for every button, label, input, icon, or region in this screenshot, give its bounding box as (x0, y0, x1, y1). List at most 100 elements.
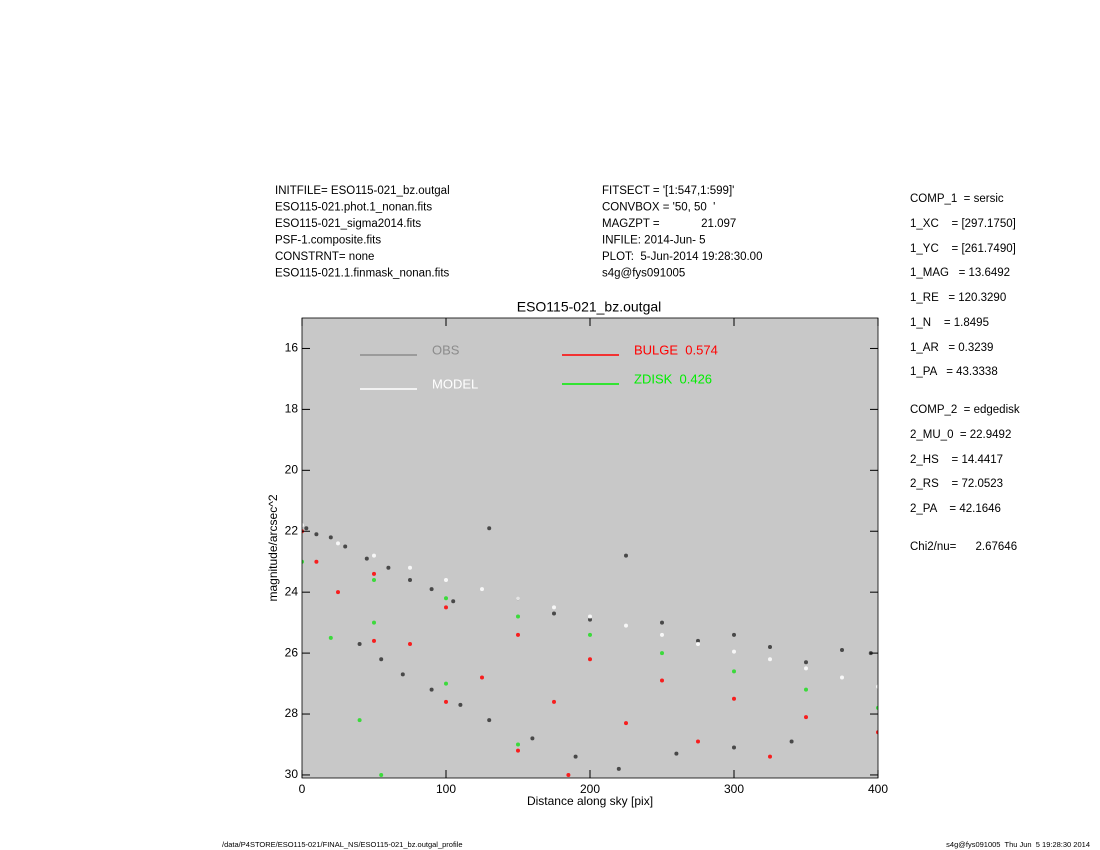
y-tick-label: 16 (285, 341, 299, 355)
y-tick-label: 26 (285, 645, 299, 659)
data-point (624, 553, 628, 558)
info-text: MAGZPT = 21.097 (602, 218, 736, 230)
data-point (314, 532, 319, 537)
info-text: INFILE: 2014-Jun- 5 (602, 235, 706, 247)
fit-parameter: 1_RE = 120.3290 (910, 292, 1006, 304)
data-point (732, 632, 736, 637)
data-point (588, 657, 592, 662)
data-point (768, 657, 772, 662)
data-point (304, 526, 309, 531)
info-text: INITFILE= ESO115-021_bz.outgal (275, 185, 450, 197)
data-point (379, 657, 384, 662)
data-point (343, 544, 348, 549)
data-point (336, 541, 340, 546)
data-point (840, 675, 844, 680)
data-point (386, 565, 391, 570)
data-point (516, 742, 520, 747)
data-point (804, 687, 808, 692)
data-point (768, 754, 772, 759)
data-point (696, 641, 700, 646)
legend-label: OBS (432, 342, 460, 357)
data-point (804, 715, 808, 720)
info-text: ESO115-021.phot.1_nonan.fits (275, 202, 432, 214)
data-point (314, 559, 319, 564)
fit-parameter: 1_YC = [261.7490] (910, 243, 1016, 255)
info-text: s4g@fys091005 (602, 268, 685, 280)
data-point (379, 772, 384, 777)
data-point (372, 620, 376, 625)
fit-parameter: 2_HS = 14.4417 (910, 454, 1003, 466)
data-point (408, 565, 412, 570)
info-text: ESO115-021_sigma2014.fits (275, 218, 421, 230)
data-point (660, 632, 664, 637)
data-point (372, 553, 376, 558)
fit-parameter: 1_XC = [297.1750] (910, 218, 1016, 230)
data-point (876, 730, 878, 735)
data-point (530, 736, 535, 741)
y-tick-label: 22 (285, 523, 299, 537)
legend-label: BULGE 0.574 (634, 342, 718, 357)
data-point (400, 672, 405, 677)
data-point (336, 590, 340, 595)
data-point (588, 617, 592, 622)
info-text: CONSTRNT= none (275, 251, 374, 263)
data-point (408, 641, 412, 646)
data-point (516, 596, 520, 601)
fit-parameter: 1_AR = 0.3239 (910, 342, 993, 354)
footer-right: s4g@fys091005 Thu Jun 5 19:28:30 2014 (946, 840, 1090, 849)
data-point (696, 638, 700, 643)
info-text: ESO115-021.1.finmask_nonan.fits (275, 268, 450, 280)
data-point (480, 587, 484, 592)
y-tick-label: 24 (285, 584, 299, 598)
data-point (328, 535, 333, 540)
data-point (789, 739, 794, 744)
data-point (516, 748, 520, 753)
data-point (876, 705, 878, 710)
data-point (674, 751, 679, 756)
fit-parameter: 2_MU_0 = 22.9492 (910, 429, 1011, 441)
data-point (804, 660, 808, 665)
data-point (732, 745, 736, 750)
fit-parameter: 2_PA = 42.1646 (910, 503, 1001, 515)
data-point (487, 718, 492, 723)
data-point (480, 675, 484, 680)
data-point (516, 614, 520, 619)
data-point (429, 687, 434, 692)
fit-parameter: 2_RS = 72.0523 (910, 478, 1003, 490)
y-tick-label: 30 (285, 767, 299, 781)
data-point (408, 577, 412, 582)
data-point (573, 754, 578, 759)
data-point (458, 702, 463, 707)
info-text: PSF-1.composite.fits (275, 235, 381, 247)
data-point (588, 614, 592, 619)
data-point (372, 638, 376, 643)
data-point (487, 526, 492, 531)
x-tick-label: 400 (868, 782, 888, 796)
chart-title: ESO115-021_bz.outgal (517, 299, 662, 315)
y-tick-label: 28 (285, 706, 299, 720)
data-point (552, 605, 556, 610)
data-point (372, 577, 376, 582)
info-text: FITSECT = '[1:547,1:599]' (602, 185, 734, 197)
data-point (444, 577, 448, 582)
data-point (660, 620, 664, 625)
data-point (768, 645, 772, 650)
data-point (696, 739, 700, 744)
legend-label: MODEL (432, 376, 478, 391)
fit-parameter: COMP_1 = sersic (910, 193, 1004, 205)
info-text: CONVBOX = '50, 50 ' (602, 202, 715, 214)
data-point (552, 699, 556, 704)
x-tick-label: 300 (724, 782, 744, 796)
data-point (444, 681, 448, 686)
data-point (364, 556, 369, 561)
fit-parameter: 1_N = 1.8495 (910, 317, 989, 329)
fit-parameter: 1_MAG = 13.6492 (910, 267, 1010, 279)
x-tick-label: 200 (580, 782, 600, 796)
data-point (357, 718, 362, 723)
x-tick-label: 0 (299, 782, 306, 796)
data-point (732, 669, 736, 674)
x-axis-label: Distance along sky [pix] (527, 794, 653, 808)
data-point (624, 721, 628, 726)
data-point (516, 632, 520, 637)
